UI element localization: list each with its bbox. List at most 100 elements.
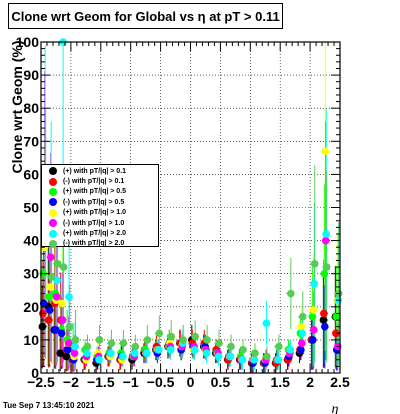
legend-entry: (-) with pT/|q| > 0.5	[42, 197, 158, 207]
data-point	[83, 342, 92, 351]
data-point	[308, 312, 317, 321]
legend-marker	[49, 177, 57, 186]
y-tick-label: 50	[23, 200, 39, 216]
data-point	[119, 352, 127, 361]
y-tick-label: 30	[23, 266, 39, 282]
data-point	[215, 339, 223, 348]
data-point	[45, 293, 54, 301]
data-point	[332, 312, 341, 321]
data-point	[53, 259, 62, 268]
data-point	[239, 346, 247, 354]
data-point	[39, 299, 48, 308]
legend-label: (-) with pT/|q| > 2.0	[63, 240, 125, 248]
data-point	[46, 253, 55, 261]
data-point	[263, 352, 271, 361]
data-point	[226, 352, 235, 361]
data-point	[310, 259, 319, 268]
data-point	[297, 322, 306, 331]
data-point	[57, 329, 66, 338]
legend-marker	[49, 208, 57, 217]
y-tick-label: 10	[23, 332, 39, 348]
data-point	[83, 349, 91, 357]
y-axis-ticks: 0 10 20 30 40 50 60 70 80 90 100	[16, 34, 340, 381]
y-tick-label: 100	[16, 34, 40, 50]
x-tick-label: −2.5	[27, 374, 55, 390]
legend-label: (+) with pT/|q| > 0.5	[63, 188, 127, 196]
legend-entry: (-) with pT/|q| > 0.1	[42, 176, 158, 186]
x-axis-label: η	[332, 402, 339, 414]
data-point	[309, 336, 317, 344]
legend: (+) with pT/|q| > 0.1 (-) with pT/|q| > 0…	[41, 164, 159, 249]
data-point	[179, 336, 188, 344]
data-point	[47, 273, 56, 281]
legend-entry: (+) with pT/|q| > 2.0	[42, 228, 158, 238]
legend-marker	[49, 198, 57, 207]
legend-entry: (-) with pT/|q| > 2.0	[42, 239, 158, 249]
legend-marker	[49, 239, 57, 248]
data-point	[287, 289, 295, 298]
data-point	[310, 326, 318, 334]
legend-label: (+) with pT/|q| > 1.0	[63, 209, 127, 217]
data-point	[58, 299, 66, 308]
data-point	[309, 306, 318, 314]
data-point	[251, 349, 259, 357]
data-point	[310, 279, 319, 288]
data-point	[202, 349, 211, 357]
data-point	[71, 336, 80, 344]
data-point	[131, 349, 139, 357]
data-point	[51, 326, 60, 334]
data-point	[107, 349, 115, 357]
legend-label: (-) with pT/|q| > 0.1	[63, 178, 125, 186]
data-point	[322, 263, 331, 271]
data-point	[227, 342, 235, 351]
x-tick-label: 1.5	[270, 374, 290, 390]
data-point	[46, 283, 55, 291]
x-tick-label: 2.5	[330, 374, 350, 390]
y-axis-label: Clone wrt Geom (%)	[9, 40, 25, 173]
x-tick-label: −0.5	[147, 374, 175, 390]
data-point	[203, 336, 211, 344]
y-tick-label: 20	[23, 299, 39, 315]
legend-marker	[49, 167, 57, 176]
data-point	[95, 336, 104, 344]
data-point	[58, 316, 67, 324]
x-tick-label: −1.5	[87, 374, 115, 390]
data-point	[64, 339, 73, 348]
x-tick-label: 2	[306, 374, 314, 390]
data-point	[262, 319, 271, 328]
data-point	[286, 346, 295, 354]
data-point	[70, 349, 79, 357]
data-point	[238, 355, 247, 364]
x-tick-label: −2	[63, 374, 79, 390]
legend-entry: (+) with pT/|q| > 1.0	[42, 208, 158, 218]
data-point	[65, 322, 74, 331]
x-axis-ticks: −2.5 −2 −1.5 −1 −0.5 0 0.5 1 1.5 2 2.5	[27, 42, 350, 390]
y-tick-label: 60	[23, 166, 39, 182]
legend-entry: (-) with pT/|q| > 1.0	[42, 218, 158, 228]
legend-label: (-) with pT/|q| > 1.0	[63, 219, 125, 227]
legend-marker	[49, 187, 57, 196]
data-point	[63, 346, 72, 354]
data-point	[320, 309, 328, 318]
legend-label: (+) with pT/|q| > 0.1	[63, 167, 127, 175]
data-point	[52, 293, 61, 301]
data-point	[167, 332, 176, 341]
y-tick-label: 0	[31, 365, 39, 381]
data-point	[45, 306, 54, 314]
data-point	[44, 316, 53, 324]
y-tick-label: 70	[23, 133, 39, 149]
x-tick-label: 0	[187, 374, 195, 390]
chart-title: Clone wrt Geom for Global vs η at pT > 0…	[8, 3, 283, 29]
data-point	[95, 355, 103, 364]
footer-timestamp: Tue Sep 7 13:45:10 2021	[3, 401, 95, 410]
data-point	[214, 352, 223, 361]
data-point	[155, 329, 164, 338]
y-tick-label: 40	[23, 233, 39, 249]
legend-marker	[49, 219, 57, 228]
data-point	[65, 293, 73, 301]
data-point	[320, 269, 329, 278]
data-point	[321, 322, 329, 331]
data-point	[62, 352, 71, 361]
x-tick-label: 0.5	[211, 374, 231, 390]
